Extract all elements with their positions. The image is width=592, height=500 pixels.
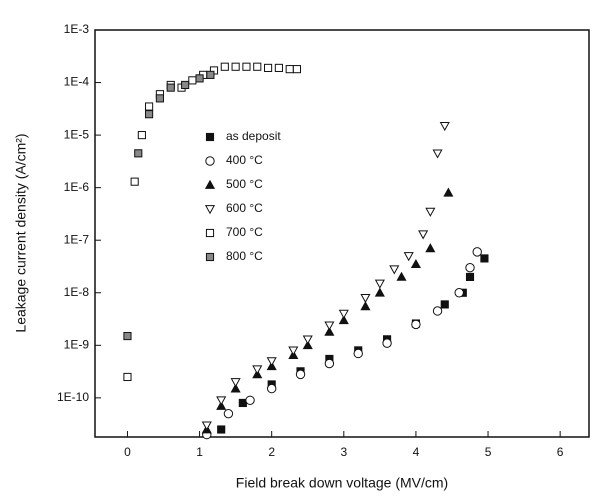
point	[374, 287, 385, 297]
point	[195, 74, 204, 83]
point	[353, 348, 363, 359]
legend-label: 700 °C	[226, 225, 263, 239]
point	[389, 265, 400, 275]
legend-label: 600 °C	[226, 201, 263, 215]
y-tick-label: 1E-8	[64, 285, 90, 299]
point	[205, 156, 215, 166]
point	[302, 335, 313, 345]
x-tick-label: 5	[485, 445, 492, 459]
point	[338, 309, 349, 319]
point	[220, 62, 229, 71]
point	[145, 110, 154, 119]
x-tick-label: 2	[268, 445, 275, 459]
point	[155, 94, 164, 103]
point	[201, 421, 212, 431]
point	[440, 300, 449, 309]
y-tick-label: 1E-6	[64, 180, 90, 194]
point	[242, 62, 251, 71]
point	[465, 262, 475, 273]
point	[188, 76, 197, 85]
point	[245, 395, 255, 405]
point	[253, 62, 262, 71]
y-tick-label: 1E-4	[64, 75, 90, 89]
y-tick-label: 1E-10	[57, 390, 89, 404]
x-tick-label: 3	[340, 445, 347, 459]
point	[360, 293, 371, 304]
point	[382, 338, 392, 348]
x-tick-label: 1	[196, 445, 203, 459]
point	[295, 369, 306, 380]
point	[338, 315, 349, 325]
point	[443, 187, 454, 197]
y-tick-label: 1E-5	[64, 127, 90, 141]
point	[130, 177, 139, 186]
point	[403, 252, 414, 262]
point	[274, 63, 283, 72]
point	[264, 63, 273, 72]
point	[204, 205, 216, 215]
point	[166, 83, 175, 92]
point	[465, 272, 475, 282]
point	[134, 149, 143, 158]
x-axis-title: Field break down voltage (MV/cm)	[236, 475, 448, 491]
point	[266, 383, 277, 394]
point	[374, 279, 385, 289]
point	[205, 252, 215, 262]
point	[223, 408, 234, 419]
point	[231, 62, 240, 71]
point	[230, 383, 241, 393]
legend-label: 400 °C	[226, 153, 263, 167]
point	[252, 365, 263, 375]
point	[360, 301, 371, 311]
point	[425, 207, 436, 217]
point	[411, 319, 421, 330]
x-tick-label: 6	[557, 445, 564, 459]
point	[324, 321, 335, 331]
y-axis-title: Leakage current density (A/cm²)	[13, 133, 29, 332]
point	[425, 243, 436, 253]
point	[205, 132, 215, 142]
point	[216, 400, 227, 410]
point	[181, 80, 190, 90]
legend-label: 800 °C	[226, 249, 263, 263]
legend-label: 500 °C	[226, 177, 263, 191]
point	[137, 131, 146, 140]
plot-frame	[94, 29, 590, 438]
point	[266, 357, 277, 367]
point	[230, 378, 241, 388]
x-tick-label: 4	[413, 445, 420, 459]
point	[217, 425, 226, 434]
y-tick-label: 1E-7	[64, 232, 90, 246]
point	[206, 70, 215, 79]
x-tick-label: 0	[124, 445, 131, 459]
point	[472, 247, 482, 257]
legend-label: as deposit	[226, 129, 281, 143]
point	[123, 331, 132, 341]
y-tick-label: 1E-9	[64, 337, 90, 351]
point	[123, 372, 132, 382]
point	[205, 228, 215, 238]
point	[238, 398, 247, 408]
point	[324, 358, 335, 369]
point	[145, 102, 154, 111]
point	[439, 121, 450, 132]
point	[292, 65, 301, 74]
point	[288, 346, 299, 356]
point	[204, 179, 216, 189]
point	[216, 396, 227, 406]
point	[432, 306, 443, 316]
point	[410, 258, 421, 269]
point	[480, 254, 489, 263]
y-tick-label: 1E-3	[64, 22, 90, 36]
point	[418, 230, 429, 240]
point	[396, 271, 407, 281]
point	[285, 65, 294, 74]
point	[454, 288, 464, 298]
point	[302, 340, 313, 350]
point	[432, 149, 443, 159]
point	[324, 326, 335, 336]
